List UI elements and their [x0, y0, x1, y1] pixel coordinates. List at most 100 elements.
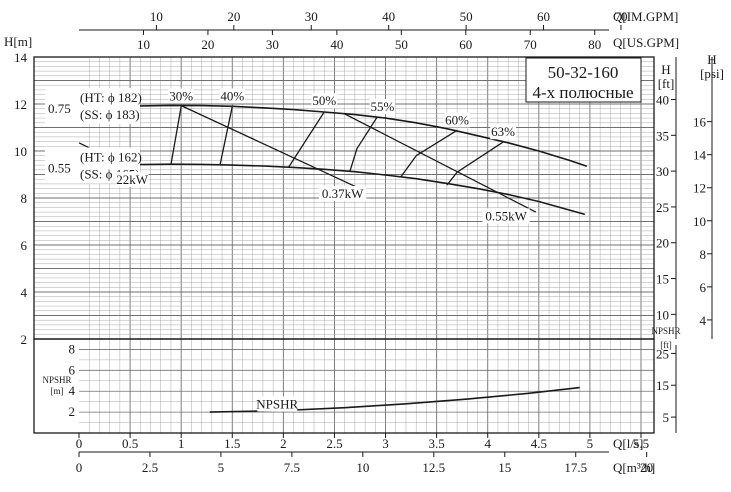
q-usgpm-tick-label: 60	[459, 37, 472, 52]
power-line	[180, 105, 356, 187]
diameter-label-ss: (SS: ϕ 183)	[80, 107, 140, 122]
q-imgpm-tick-label: 20	[227, 9, 240, 24]
annotation-label: 60%	[445, 112, 469, 127]
h-m-tick-label: 6	[21, 238, 28, 253]
curves	[78, 104, 588, 413]
annotation-label: 50%	[312, 93, 336, 108]
h-ft-tick-label: 20	[656, 236, 669, 251]
h-m-tick-label: 2	[21, 332, 28, 347]
annotation-background	[311, 93, 338, 109]
q-ls-tick-label: 0.5	[122, 436, 138, 451]
power-line	[344, 113, 537, 213]
npshr-m-tick-label: 2	[69, 404, 76, 419]
npshr-ft-tick-label: 5	[663, 410, 670, 425]
annotation-background	[369, 99, 396, 115]
q-imgpm-tick-label: 50	[460, 9, 473, 24]
q-ls-tick-label: 3	[382, 436, 389, 451]
h-psi-axis-label-bottom: [psi]	[700, 66, 724, 81]
q-m3h-tick-label: 15	[498, 460, 511, 475]
q-imgpm-tick-label: 40	[382, 9, 395, 24]
h-ft-tick-label: 15	[656, 272, 669, 287]
npshr-ft-tick-label: 15	[656, 378, 669, 393]
q-usgpm-tick-label: 70	[524, 37, 537, 52]
npshr-ft-axis-label-top: NPSHR	[651, 326, 680, 336]
q-usgpm-tick-label: 50	[395, 37, 408, 52]
q-ls-axis-label: Q[l/s]	[613, 436, 643, 451]
q-ls-tick-label: 5	[587, 436, 594, 451]
q-m3h-tick-label: 0	[76, 460, 83, 475]
h-psi-tick-label: 8	[700, 247, 707, 262]
q-usgpm-axis-label: Q[US.GPM]	[613, 35, 679, 50]
h-ft-tick-label: 35	[656, 128, 669, 143]
annotation-label: 30%	[169, 88, 193, 103]
q-usgpm-tick-label: 10	[137, 37, 150, 52]
efficiency-line	[349, 116, 378, 172]
h-ft-tick-label: 25	[656, 200, 669, 215]
annotation-background	[115, 171, 149, 187]
q-ls-tick-label: 1.5	[224, 436, 240, 451]
model-box-frame	[525, 57, 642, 103]
q-usgpm-tick-label: 30	[266, 37, 279, 52]
series-name-label: 0.55	[48, 160, 71, 175]
q-imgpm-tick-label: 70	[614, 9, 627, 24]
model-title: 50-32-160	[548, 63, 619, 82]
q-ls-tick-label: 5.5	[633, 436, 649, 451]
h-psi-tick-label: 16	[693, 115, 707, 130]
h-ft-tick-label: 10	[656, 307, 669, 322]
head-curve-0.55	[78, 163, 586, 216]
efficiency-line	[400, 129, 458, 178]
h-psi-tick-label: 10	[693, 214, 706, 229]
q-m3h-tick-label: 7.5	[284, 460, 300, 475]
diameter-label-ht: (HT: ϕ 162)	[80, 149, 142, 164]
diameter-label-ht: (HT: ϕ 182)	[80, 90, 142, 105]
q-usgpm-tick-label: 40	[330, 37, 343, 52]
q-ls-tick-label: 3.5	[429, 436, 445, 451]
q-imgpm-tick-label: 30	[305, 9, 318, 24]
q-imgpm-axis-label: Q[IM.GPM]	[613, 9, 678, 24]
npshr-plot-frame	[33, 338, 655, 434]
h-m-tick-label: 4	[21, 285, 28, 300]
annotation-label: 55%	[371, 99, 395, 114]
curve-labels: 0.75 (HT: ϕ 182) (SS: ϕ 183) 0.55 (HT: ϕ 162…	[45, 87, 530, 412]
axes: H[m]2468101214H[ft]10152025303540H[psi]4…	[4, 9, 724, 475]
q-imgpm-tick-label: 10	[150, 9, 163, 24]
q-m3h-axis-label: Q[m³/h]	[613, 460, 655, 475]
h-m-tick-label: 10	[14, 144, 27, 159]
npshr-m-tick-label: 4	[69, 383, 76, 398]
q-ls-tick-label: 4.5	[531, 436, 547, 451]
npshr-ft-axis-label-bottom: [ft]	[660, 340, 672, 350]
head-curve-0.75	[78, 104, 588, 168]
q-m3h-tick-label: 12.5	[422, 460, 445, 475]
annotation-label: 40%	[220, 88, 244, 103]
q-imgpm-tick-label: 60	[537, 9, 550, 24]
q-m3h-tick-label: 17.5	[564, 460, 587, 475]
q-usgpm-tick-label: 80	[588, 37, 601, 52]
h-psi-axis-label-top: H	[707, 52, 716, 67]
q-m3h-tick-label: 20	[640, 460, 653, 475]
npshr-ft-tick-label: 25	[656, 346, 669, 361]
h-psi-tick-label: 4	[700, 313, 707, 328]
annotation-label: 63%	[491, 124, 515, 139]
q-m3h-tick-label: 10	[356, 460, 369, 475]
annotation-background	[482, 208, 530, 224]
q-usgpm-tick-label: 20	[201, 37, 214, 52]
h-m-tick-label: 14	[14, 50, 28, 65]
annotation-background	[490, 124, 516, 140]
annotation-background	[168, 88, 194, 104]
annotation-background	[444, 112, 470, 128]
h-ft-axis-label-bottom: [ft]	[658, 76, 675, 91]
h-psi-tick-label: 14	[693, 148, 707, 163]
h-m-tick-label: 8	[21, 191, 28, 206]
q-ls-tick-label: 4	[484, 436, 491, 451]
efficiency-line	[287, 111, 325, 168]
efficiency-line	[446, 141, 504, 186]
h-psi-tick-label: 6	[700, 280, 707, 295]
npshr-m-tick-label: 8	[69, 341, 76, 356]
annotation-background	[219, 88, 246, 104]
q-ls-tick-label: 1	[178, 436, 185, 451]
npshr-m-tick-label: 6	[69, 362, 76, 377]
annotation-background	[257, 396, 298, 412]
model-subtitle: 4-х полюсные	[532, 83, 633, 102]
diameter-label-background	[45, 87, 140, 124]
